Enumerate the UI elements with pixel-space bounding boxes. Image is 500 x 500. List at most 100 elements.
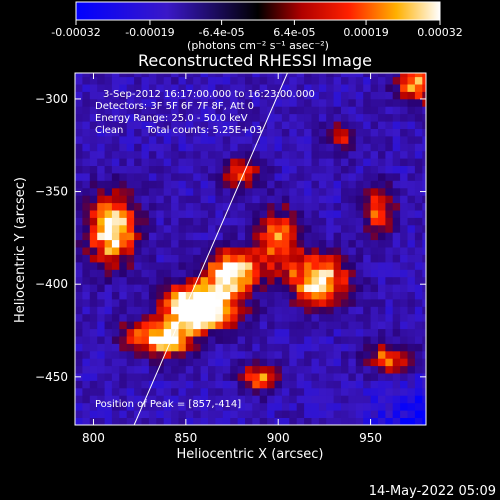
heatmap-cell [326,247,334,255]
heatmap-cell [392,373,401,381]
heatmap-cell [326,254,334,263]
heatmap-cell [222,128,231,137]
heatmap-cell [208,76,216,85]
heatmap-cell [281,128,290,137]
heatmap-cell [156,76,165,85]
heatmap-cell [75,217,83,226]
heatmap-cell [259,254,268,263]
heatmap-cell [185,291,194,300]
heatmap-cell [259,358,268,367]
heatmap-cell [363,217,371,226]
heatmap-cell [289,202,298,211]
heatmap-cell [333,402,342,411]
heatmap-cell [148,321,157,330]
heatmap-cell [304,128,312,137]
heatmap-cell [237,262,246,270]
heatmap-cell [215,76,224,85]
heatmap-cell [422,150,426,159]
heatmap-cell [311,328,320,337]
heatmap-cell [304,373,312,381]
heatmap-cell [75,306,83,315]
heatmap-cell [97,121,105,129]
heatmap-cell [378,73,386,78]
heatmap-cell [230,113,238,122]
heatmap-cell [171,106,179,115]
heatmap-cell [378,336,386,344]
heatmap-cell [363,158,371,166]
heatmap-cell [370,313,379,322]
heatmap-cell [289,350,298,359]
heatmap-cell [341,239,349,248]
heatmap-cell [326,128,334,137]
heatmap-cell [363,136,371,144]
heatmap-cell [171,217,179,226]
heatmap-cell [193,262,201,270]
heatmap-cell [296,224,305,233]
heatmap-cell [318,84,327,92]
heatmap-cell [141,150,150,159]
heatmap-cell [378,224,386,233]
heatmap-cell [259,262,268,270]
heatmap-cell [185,98,194,107]
heatmap-cell [245,247,253,255]
heatmap-cell [289,336,298,344]
heatmap-cell [222,180,231,189]
heatmap-cell [245,91,253,100]
heatmap-cell [178,106,187,115]
heatmap-cell [222,336,231,344]
heatmap-cell [378,350,386,359]
heatmap-cell [215,106,224,115]
heatmap-cell [193,217,201,226]
heatmap-cell [363,306,371,315]
heatmap-cell [171,328,179,337]
heatmap-cell [208,373,216,381]
heatmap-cell [171,136,179,144]
heatmap-cell [230,180,238,189]
heatmap-cell [296,73,305,78]
heatmap-cell [89,321,98,330]
heatmap-cell [333,291,342,300]
heatmap-cell [75,232,83,241]
heatmap-cell [392,313,401,322]
heatmap-cell [318,328,327,337]
heatmap-cell [111,380,120,389]
heatmap-cell [97,336,105,344]
heatmap-cell [422,224,426,233]
heatmap-cell [274,276,283,285]
heatmap-cell [252,210,261,218]
heatmap-cell [252,306,261,315]
heatmap-cell [318,373,327,381]
heatmap-cell [385,143,394,152]
heatmap-cell [171,269,179,278]
heatmap-cell [363,387,371,396]
heatmap-cell [422,91,426,100]
heatmap-cell [193,143,201,152]
heatmap-cell [341,143,349,152]
heatmap-cell [355,76,364,85]
heatmap-cell [193,313,201,322]
heatmap-cell [341,202,349,211]
colorbar-tick-label: -6.4e-05 [198,26,244,39]
heatmap-cell [237,224,246,233]
heatmap-cell [326,224,334,233]
heatmap-cell [178,210,187,218]
heatmap-cell [119,343,128,352]
heatmap-cell [378,165,386,174]
heatmap-cell [378,410,386,418]
heatmap-cell [252,254,261,263]
heatmap-cell [274,210,283,218]
heatmap-cell [414,373,423,381]
heatmap-cell [363,91,371,100]
heatmap-cell [237,73,246,78]
heatmap-cell [392,387,401,396]
heatmap-cell [341,180,349,189]
heatmap-cell [326,239,334,248]
heatmap-cell [119,136,128,144]
heatmap-cell [156,136,165,144]
heatmap-cell [252,350,261,359]
heatmap-cell [400,165,408,174]
heatmap-cell [185,173,194,181]
heatmap-cell [75,165,83,174]
heatmap-cell [193,136,201,144]
heatmap-cell [178,254,187,263]
